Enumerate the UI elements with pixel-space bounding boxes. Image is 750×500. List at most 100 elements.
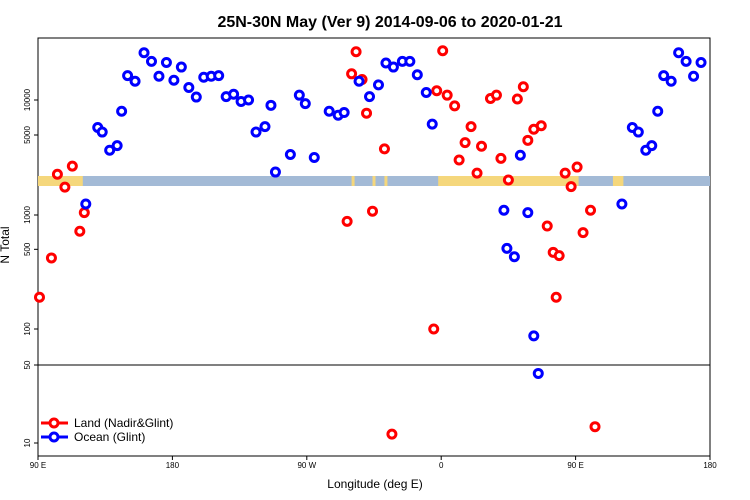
point-land-13: [378, 143, 390, 155]
point-land-11: [361, 107, 373, 119]
point-land-43: [589, 421, 601, 433]
point-ocean-4: [111, 140, 123, 152]
y-middle-tick-label-2: 1000: [23, 206, 32, 224]
x-axis-label: Longitude (deg E): [327, 477, 422, 491]
point-ocean-51: [616, 198, 628, 210]
point-land-30: [517, 81, 529, 93]
point-ocean-47: [514, 149, 526, 161]
point-land-0: [33, 291, 45, 303]
y-upper-tick-label-1: 10000: [23, 88, 32, 111]
point-ocean-57: [658, 70, 670, 82]
point-land-1: [45, 252, 57, 264]
point-ocean-58: [665, 75, 677, 87]
point-ocean-2: [96, 126, 108, 138]
point-ocean-45: [501, 242, 513, 254]
point-ocean-49: [528, 330, 540, 342]
legend-label-land: Land (Nadir&Glint): [74, 416, 173, 430]
point-ocean-11: [160, 57, 172, 69]
legend-marker-ocean: [48, 431, 60, 443]
point-ocean-55: [646, 140, 658, 152]
x-tick-label-5: 180: [703, 461, 717, 470]
point-land-7: [341, 215, 353, 227]
y-upper-tick-label-0: 5000: [23, 126, 32, 144]
x-tick-label-2: 90 W: [297, 461, 316, 470]
y-axis-label: N Total: [0, 226, 12, 263]
point-land-21: [459, 137, 471, 149]
point-land-16: [431, 85, 443, 97]
y-middle-tick-label-0: 100: [23, 322, 32, 336]
y-middle-tick-label-1: 500: [23, 242, 32, 256]
point-land-2: [51, 168, 63, 180]
point-ocean-38: [387, 61, 399, 73]
point-ocean-33: [338, 107, 350, 119]
y-lower-tick-label-0: 10: [23, 438, 32, 447]
point-ocean-12: [168, 74, 180, 86]
point-ocean-56: [652, 105, 664, 117]
point-ocean-18: [213, 70, 225, 82]
mask-land-5: [612, 176, 624, 186]
plot-frame: [37, 37, 711, 457]
point-ocean-23: [250, 126, 262, 138]
point-ocean-27: [284, 148, 296, 160]
point-land-20: [453, 154, 465, 166]
point-land-42: [585, 204, 597, 216]
x-tick-label-0: 90 E: [30, 461, 46, 470]
point-ocean-20: [228, 88, 240, 100]
point-ocean-15: [190, 91, 202, 103]
point-ocean-62: [695, 57, 707, 69]
point-ocean-60: [680, 55, 692, 67]
point-land-18: [441, 89, 453, 101]
point-ocean-48: [522, 207, 534, 219]
x-tick-label-4: 90 E: [567, 461, 583, 470]
point-ocean-5: [116, 105, 128, 117]
point-ocean-43: [426, 118, 438, 130]
point-ocean-59: [673, 47, 685, 59]
point-land-12: [367, 205, 379, 217]
point-ocean-35: [364, 91, 376, 103]
data-points: [33, 45, 707, 440]
point-land-36: [550, 291, 562, 303]
chart-title: 25N-30N May (Ver 9) 2014-09-06 to 2020-0…: [217, 14, 562, 31]
mask-land-3: [384, 176, 388, 186]
point-ocean-0: [80, 198, 92, 210]
mask-land-0: [38, 176, 83, 186]
point-land-4: [66, 160, 78, 172]
point-ocean-61: [688, 70, 700, 82]
point-land-22: [465, 121, 477, 133]
point-ocean-7: [129, 75, 141, 87]
point-land-37: [553, 250, 565, 262]
point-land-38: [559, 167, 571, 179]
point-land-8: [346, 68, 358, 80]
y-lower-tick-label-1: 50: [23, 360, 32, 369]
point-land-27: [495, 152, 507, 164]
point-land-29: [511, 93, 523, 105]
point-ocean-29: [299, 98, 311, 110]
x-tick-label-3: 0: [439, 461, 444, 470]
point-ocean-40: [404, 55, 416, 67]
point-land-34: [541, 220, 553, 232]
point-ocean-41: [411, 69, 423, 81]
point-land-6: [78, 207, 90, 219]
point-land-17: [437, 45, 449, 57]
point-ocean-28: [293, 89, 305, 101]
point-land-33: [535, 120, 547, 132]
point-land-28: [502, 174, 514, 186]
y-axis: 5000 10000 100 500 1000 10 50: [23, 88, 38, 447]
point-ocean-6: [122, 70, 134, 82]
point-ocean-14: [183, 82, 195, 94]
point-ocean-42: [420, 87, 432, 99]
point-ocean-25: [265, 99, 277, 111]
point-ocean-36: [372, 79, 384, 91]
point-ocean-53: [632, 126, 644, 138]
point-land-24: [476, 140, 488, 152]
point-land-31: [522, 134, 534, 146]
point-ocean-44: [498, 204, 510, 216]
legend-marker-land: [48, 417, 60, 429]
point-ocean-50: [532, 367, 544, 379]
mask-land-2: [372, 176, 376, 186]
point-land-9: [350, 46, 362, 58]
point-ocean-8: [138, 47, 150, 59]
point-ocean-22: [243, 94, 255, 106]
point-ocean-34: [353, 75, 365, 87]
